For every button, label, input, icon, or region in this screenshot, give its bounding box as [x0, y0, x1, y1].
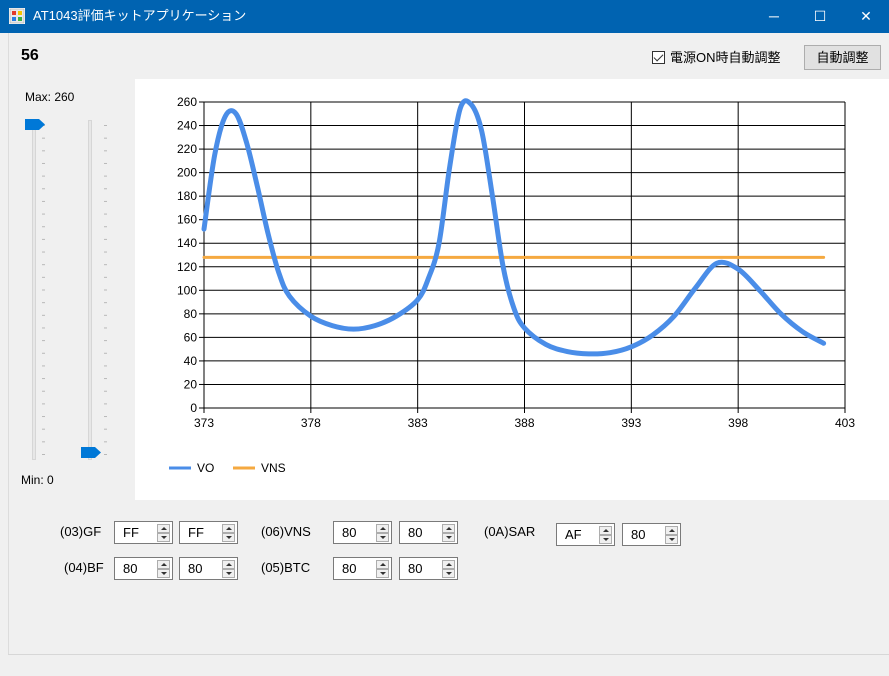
app-icon	[9, 8, 25, 24]
spinner-value[interactable]: AF	[565, 527, 582, 542]
spinner-up-icon[interactable]	[222, 524, 235, 533]
slider-min-label: Min: 0	[21, 473, 54, 487]
spinner-up-icon[interactable]	[222, 560, 235, 569]
y-tick-label: 220	[177, 142, 197, 156]
y-tick-label: 140	[177, 236, 197, 250]
x-tick-label: 373	[194, 416, 214, 430]
register-spinner[interactable]: FF	[114, 521, 173, 544]
register-spinner[interactable]: 80	[399, 557, 458, 580]
auto-adjust-button[interactable]: 自動調整	[804, 45, 881, 70]
y-tick-label: 0	[190, 401, 197, 415]
register-spinner[interactable]: 80	[399, 521, 458, 544]
spinner-value[interactable]: FF	[123, 525, 139, 540]
x-tick-label: 383	[408, 416, 428, 430]
y-tick-label: 80	[184, 307, 198, 321]
spinner-up-icon[interactable]	[157, 560, 170, 569]
x-tick-label: 403	[835, 416, 855, 430]
chart-panel: 0 20 40 60 80 100 120 140 160 180 200 220 240 260 373 3…	[135, 79, 889, 500]
spinner-down-icon[interactable]	[222, 569, 235, 578]
spinner-down-icon[interactable]	[665, 535, 678, 544]
register-spinner[interactable]: 80	[333, 521, 392, 544]
y-tick-label: 40	[184, 354, 198, 368]
register-spinner[interactable]: AF	[556, 523, 615, 546]
x-tick-label: 378	[301, 416, 321, 430]
spinner-up-icon[interactable]	[376, 560, 389, 569]
upper-slider-thumb[interactable]	[25, 119, 45, 130]
register-spinner[interactable]: 80	[333, 557, 392, 580]
x-tick-label: 393	[621, 416, 641, 430]
register-label: (06)VNS	[261, 524, 311, 539]
spinner-value[interactable]: 80	[342, 561, 357, 576]
spinner-down-icon[interactable]	[376, 533, 389, 542]
title-bar: AT1043評価キットアプリケーション ─ ☐ ✕	[0, 0, 889, 33]
spinner-down-icon[interactable]	[376, 569, 389, 578]
spinner-down-icon[interactable]	[157, 533, 170, 542]
spinner-value[interactable]: 80	[123, 561, 138, 576]
spinner-value[interactable]: 80	[408, 525, 423, 540]
register-spinner[interactable]: FF	[179, 521, 238, 544]
status-bar	[8, 654, 889, 676]
spinner-value[interactable]: 80	[631, 527, 646, 542]
y-tick-label: 120	[177, 260, 197, 274]
register-label: (0A)SAR	[484, 524, 536, 539]
spinner-down-icon[interactable]	[222, 533, 235, 542]
minimize-button[interactable]: ─	[769, 8, 779, 24]
close-button[interactable]: ✕	[860, 8, 872, 24]
auto-adjust-on-power-label: 電源ON時自動調整	[670, 50, 781, 65]
y-tick-label: 20	[184, 377, 198, 391]
spinner-up-icon[interactable]	[157, 524, 170, 533]
x-tick-label: 398	[728, 416, 748, 430]
y-tick-label: 240	[177, 119, 197, 133]
register-spinner[interactable]: 80	[179, 557, 238, 580]
lower-slider-track[interactable]	[88, 120, 92, 460]
register-spinner[interactable]: 80	[622, 523, 681, 546]
series-line-vo	[201, 98, 827, 357]
x-tick-label: 388	[514, 416, 534, 430]
y-tick-label: 260	[177, 95, 197, 109]
y-tick-label: 180	[177, 189, 197, 203]
register-label: (03)GF	[60, 524, 102, 539]
register-label: (04)BF	[64, 560, 104, 575]
spinner-up-icon[interactable]	[599, 526, 612, 535]
checkbox-check-icon[interactable]	[652, 51, 665, 64]
spinner-down-icon[interactable]	[599, 535, 612, 544]
register-spinner[interactable]: 80	[114, 557, 173, 580]
line-chart: 0 20 40 60 80 100 120 140 160 180 200 220 240 260 373 3…	[169, 95, 855, 475]
spinner-value[interactable]: 80	[408, 561, 423, 576]
y-tick-label: 160	[177, 213, 197, 227]
spinner-up-icon[interactable]	[665, 526, 678, 535]
spinner-value[interactable]: FF	[188, 525, 204, 540]
spinner-up-icon[interactable]	[442, 524, 455, 533]
spinner-down-icon[interactable]	[157, 569, 170, 578]
spinner-up-icon[interactable]	[442, 560, 455, 569]
lower-slider-thumb[interactable]	[81, 447, 101, 458]
register-label: (05)BTC	[261, 560, 311, 575]
legend-label-vns: VNS	[261, 461, 286, 475]
y-tick-label: 200	[177, 166, 197, 180]
window-title: AT1043評価キットアプリケーション	[33, 8, 247, 23]
upper-slider-ticks	[42, 125, 45, 455]
spinner-value[interactable]: 80	[188, 561, 203, 576]
current-value: 56	[21, 47, 39, 64]
spinner-value[interactable]: 80	[342, 525, 357, 540]
y-tick-label: 100	[177, 283, 197, 297]
lower-slider-ticks	[104, 125, 107, 455]
legend-label-vo: VO	[197, 461, 214, 475]
slider-max-label: Max: 260	[25, 90, 75, 104]
maximize-button[interactable]: ☐	[813, 8, 827, 24]
spinner-down-icon[interactable]	[442, 533, 455, 542]
upper-slider-track[interactable]	[32, 120, 36, 460]
y-tick-label: 60	[184, 330, 198, 344]
spinner-up-icon[interactable]	[376, 524, 389, 533]
spinner-down-icon[interactable]	[442, 569, 455, 578]
